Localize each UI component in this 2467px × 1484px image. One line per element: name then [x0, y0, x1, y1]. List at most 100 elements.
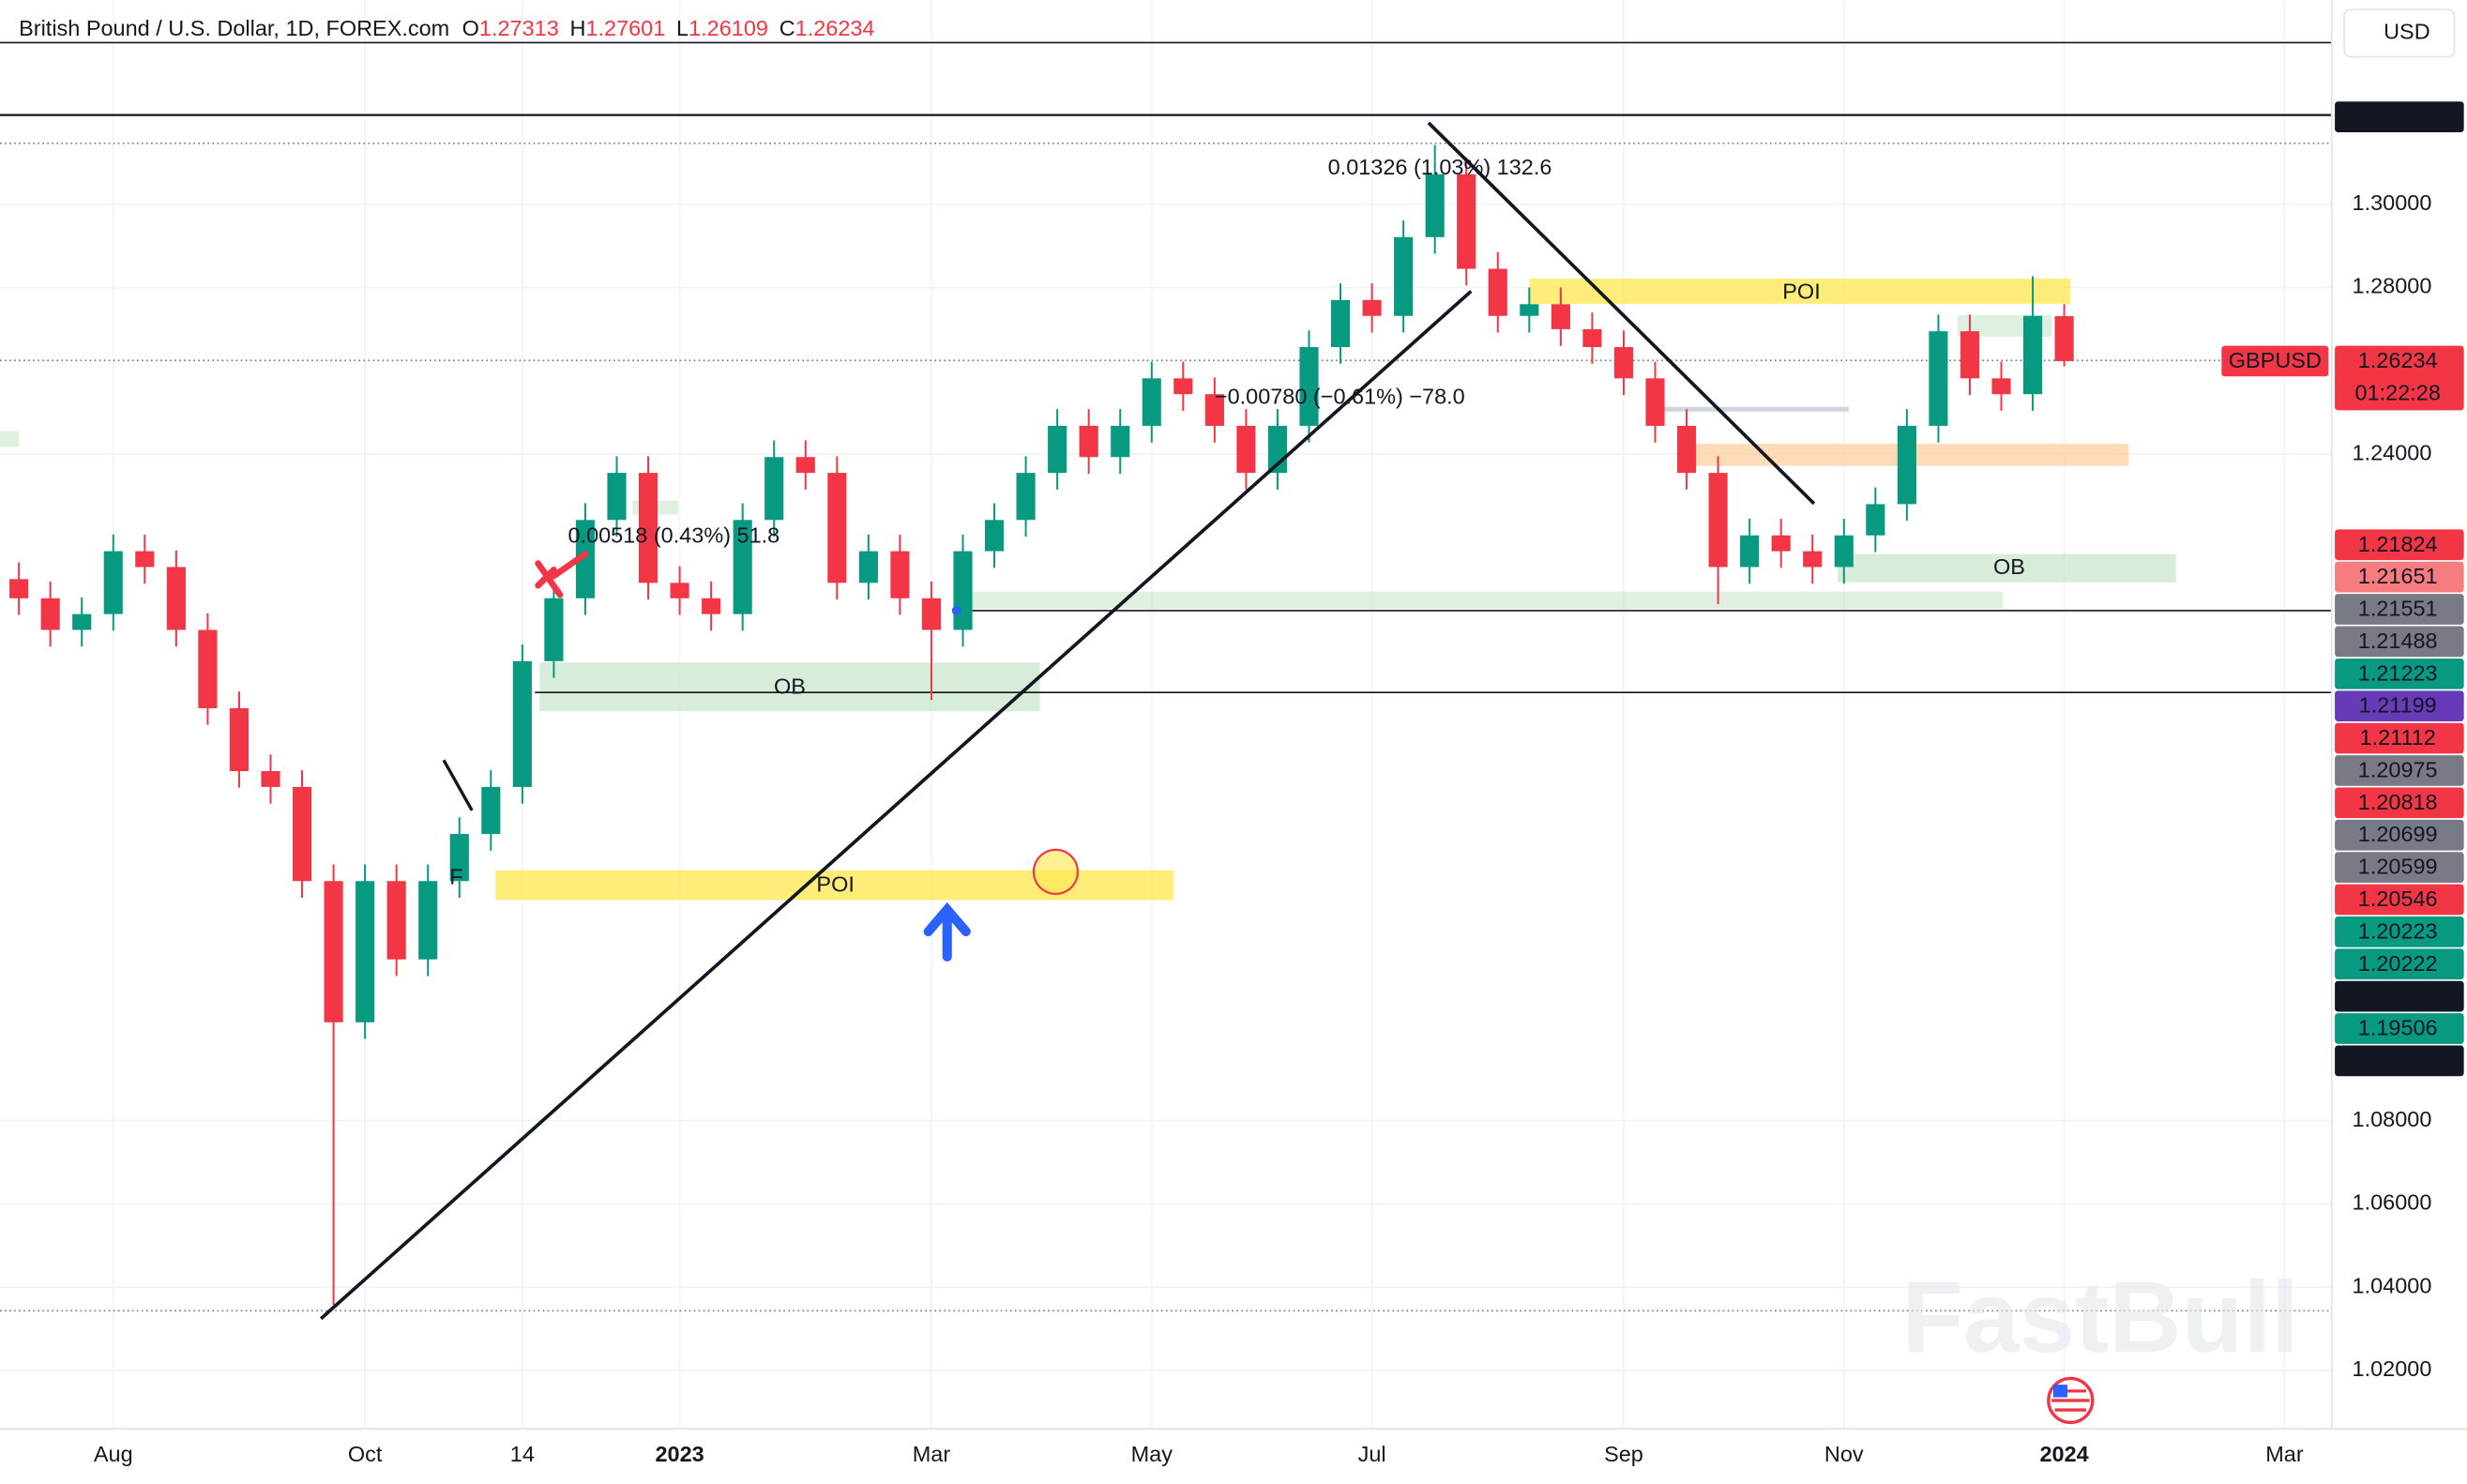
- candle-body: [890, 551, 910, 598]
- price-tag: [2335, 755, 2464, 786]
- ohlc-value: 1.27313: [479, 16, 559, 40]
- candle-body: [1991, 378, 2011, 395]
- countdown: 01:22:28: [2355, 380, 2441, 404]
- zone-label: POI: [816, 872, 854, 897]
- candle-body: [1142, 378, 1161, 426]
- price-tag-label: 1.21551: [2358, 597, 2438, 621]
- price-tag-label: 1.19506: [2358, 1016, 2438, 1040]
- price-tag: [2335, 787, 2464, 819]
- x-tick-label: 2023: [655, 1442, 704, 1466]
- price-tag-label: 1.20699: [2358, 822, 2438, 846]
- candle-body: [1079, 425, 1098, 458]
- candle-body: [72, 613, 92, 630]
- candle-body: [1520, 304, 1539, 316]
- price-tag-label: 1.20546: [2358, 886, 2438, 911]
- candle-body: [733, 520, 752, 614]
- symbol: British Pound / U.S. Dollar, 1D, FOREX.c…: [19, 16, 449, 40]
- x-tick-label: Jul: [1358, 1442, 1386, 1466]
- candle-body: [1111, 425, 1130, 458]
- candle-body: [512, 660, 532, 787]
- candle-body: [198, 629, 218, 708]
- trend-line: [1427, 121, 1816, 506]
- ohlc-key: H: [570, 16, 586, 40]
- price-tag: [2335, 345, 2464, 411]
- ohlc-value: 1.26109: [689, 16, 768, 40]
- price-tag-label: 1.21112: [2360, 725, 2436, 750]
- y-tick-label: 1.08000: [2353, 1107, 2432, 1131]
- price-tag: [2335, 690, 2464, 722]
- candle-body: [1394, 236, 1414, 316]
- legend-header: British Pound / U.S. Dollar, 1D, FOREX.c…: [19, 16, 874, 40]
- candle-body: [135, 551, 155, 568]
- candle-body: [1457, 174, 1476, 269]
- price-tag-label: 1.21824: [2358, 532, 2438, 556]
- x-tick-label: Nov: [1824, 1442, 1864, 1466]
- y-tick-label: 1.04000: [2353, 1273, 2432, 1297]
- ohlc-value: 1.27601: [585, 16, 665, 40]
- events-flag: [2047, 1376, 2095, 1425]
- price-tag-label: 1.20599: [2358, 855, 2438, 879]
- price-tag: [2335, 101, 2464, 133]
- price-tag: [2335, 1045, 2464, 1077]
- price-tag: [2335, 529, 2464, 561]
- price-tag: [2335, 658, 2464, 689]
- x-tick-label: Mar: [2265, 1442, 2304, 1466]
- candle-body: [953, 551, 973, 630]
- candle-body: [324, 881, 343, 1022]
- candle-body: [1897, 425, 1916, 505]
- candle-body: [827, 473, 847, 583]
- candle-body: [1299, 347, 1319, 426]
- candle-body: [1425, 174, 1445, 237]
- candle-body: [1866, 504, 1885, 536]
- marker-circle: [1032, 848, 1080, 895]
- candle-body: [575, 520, 596, 598]
- measure-label: −0.00780 (−0.61%) −78.0: [1215, 385, 1465, 409]
- x-tick-label: Mar: [913, 1442, 951, 1466]
- measure-label: 0.01326 (1.03%) 132.6: [1328, 155, 1552, 179]
- candle-body: [1645, 378, 1665, 426]
- ob-zone: [962, 591, 2004, 610]
- candle-body: [1803, 551, 1823, 568]
- anchor-point: [951, 605, 961, 615]
- candle-body: [103, 551, 123, 614]
- up-arrow: [923, 901, 971, 962]
- candle-body: [1676, 425, 1697, 474]
- candle-body: [1236, 425, 1256, 474]
- price-tag: [2335, 884, 2464, 916]
- candle-body: [1204, 394, 1224, 426]
- price-tag: [2335, 948, 2464, 980]
- x-tick-label: Sep: [1604, 1442, 1643, 1466]
- x-tick-label: 14: [510, 1442, 535, 1466]
- ob-zone: [539, 662, 1040, 712]
- price-tag: [2335, 916, 2464, 947]
- price-tag: [2335, 819, 2464, 851]
- candle-body: [418, 881, 438, 960]
- axis-layer: 1.02000 1.04000 1.06000 1.08000 1.24000 1.280…: [94, 101, 2464, 1466]
- candle-body: [481, 786, 501, 835]
- price-tag: [2335, 626, 2464, 658]
- currency-button[interactable]: [2343, 8, 2456, 58]
- candle-body: [1582, 328, 1602, 348]
- price-tag: [2335, 1013, 2464, 1044]
- zone: [0, 431, 20, 447]
- price-tag-label: 1.20215: [2358, 983, 2438, 1007]
- grid: [0, 0, 2332, 1430]
- candle-body: [1834, 535, 1854, 568]
- symbol-tag-label: GBPUSD: [2229, 348, 2322, 372]
- measure-label: 0.00518 (0.43%) 51.8: [568, 522, 780, 547]
- candle-body: [1929, 331, 1948, 426]
- candle-body: [858, 551, 878, 583]
- price-tag: [2335, 852, 2464, 883]
- zone-label: F: [449, 864, 462, 888]
- price-tag: [2335, 722, 2464, 754]
- candle-body: [292, 786, 312, 882]
- currency-label: USD: [2384, 20, 2430, 44]
- ohlc-key: O: [462, 16, 479, 40]
- price-tag-label: 1.21488: [2358, 628, 2438, 653]
- candle-body: [386, 881, 406, 960]
- ohlc-key: L: [676, 16, 689, 40]
- y-tick-label: 1.02000: [2353, 1356, 2432, 1381]
- candle-body: [1173, 378, 1193, 395]
